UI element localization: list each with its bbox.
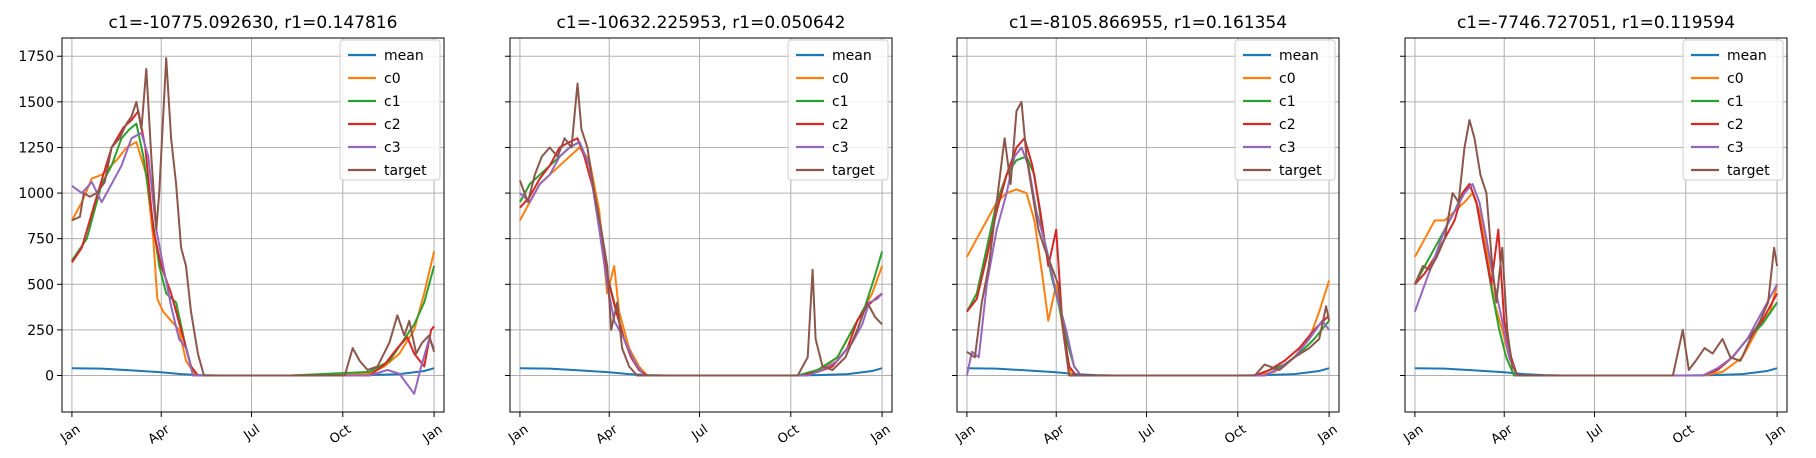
x-tick-label: Jan	[420, 422, 446, 446]
legend-label-target: target	[1727, 163, 1770, 179]
legend-label-c1: c1	[384, 94, 401, 110]
x-tick-label: Jan	[1315, 422, 1341, 446]
series-line-c1	[1414, 183, 1778, 377]
legend-label-c2: c2	[832, 117, 849, 133]
y-tick-label: 1000	[18, 186, 54, 202]
subplot-title: c1=-7746.727051, r1=0.119594	[1457, 13, 1735, 33]
y-tick-label: 1750	[18, 49, 54, 65]
subplot-1: c1=-10775.092630, r1=0.147816 Jan Apr Jul Oc…	[18, 13, 445, 447]
x-tick-label: Jan	[952, 422, 978, 446]
axes-frame	[61, 37, 445, 413]
legend-label-mean: mean	[1727, 48, 1767, 64]
legend: mean c0 c1 c2 c3 target	[787, 39, 889, 181]
legend-label-c0: c0	[832, 71, 849, 87]
subplot-title: c1=-10775.092630, r1=0.147816	[109, 13, 398, 33]
series-line-c0	[519, 146, 884, 377]
y-tick-label: 1250	[18, 140, 54, 156]
y-tick-label: 250	[27, 323, 54, 339]
y-tick-label: 1500	[18, 95, 54, 111]
series-line-c0	[966, 188, 1331, 377]
x-tick-label: Apr	[1041, 422, 1069, 448]
x-tick-label: Jul	[689, 422, 711, 444]
series-line-target	[1413, 119, 1779, 377]
x-tick-label: Jul	[1584, 422, 1606, 444]
legend: mean c0 c1 c2 c3 target	[1234, 39, 1336, 181]
x-tick-label: Apr	[1489, 422, 1517, 448]
axes-frame	[1404, 37, 1788, 413]
x-tick-label: Jan	[1400, 422, 1426, 446]
legend-label-c0: c0	[1279, 71, 1296, 87]
plot-lines	[518, 82, 884, 377]
legend: mean c0 c1 c2 c3 target	[1682, 39, 1784, 181]
legend-label-c3: c3	[384, 140, 401, 156]
x-tick-label: Jan	[868, 422, 894, 446]
y-tick-label: 750	[27, 232, 54, 248]
legend-label-c2: c2	[1279, 117, 1296, 133]
legend-label-c2: c2	[384, 117, 401, 133]
legend-label-target: target	[384, 163, 427, 179]
plot-lines	[965, 100, 1331, 377]
legend-label-c0: c0	[1727, 71, 1744, 87]
legend-box	[1234, 39, 1336, 181]
series-line-c3	[1413, 183, 1778, 377]
legend-label-target: target	[1279, 163, 1322, 179]
legend-box	[787, 39, 889, 181]
legend-label-c2: c2	[1727, 117, 1744, 133]
series-line-c3	[71, 131, 435, 395]
x-tick-label: Oct	[327, 422, 354, 447]
legend-label-c3: c3	[1727, 140, 1744, 156]
legend: mean c0 c1 c2 c3 target	[339, 39, 441, 181]
legend-label-mean: mean	[1279, 48, 1319, 64]
series-line-target	[966, 100, 1331, 377]
legend-label-c3: c3	[832, 140, 849, 156]
legend-label-c3: c3	[1279, 140, 1296, 156]
legend-box	[1682, 39, 1784, 181]
series-line-c1	[966, 155, 1330, 377]
legend-label-mean: mean	[384, 48, 424, 64]
legend-label-c0: c0	[384, 71, 401, 87]
legend-label-c1: c1	[1727, 94, 1744, 110]
series-line-c0	[71, 141, 436, 377]
subplot-2: c1=-10632.225953, r1=0.050642 Jan Apr Jul Oc…	[505, 13, 893, 447]
x-tick-label: Jan	[57, 422, 83, 446]
y-tick-label: 0	[45, 369, 54, 385]
x-tick-label: Jul	[1136, 422, 1158, 444]
series-line-c2	[966, 137, 1330, 377]
series-line-c2	[71, 110, 435, 377]
legend-label-c1: c1	[832, 94, 849, 110]
y-tick-label: 500	[27, 277, 54, 293]
series-line-c2	[1414, 183, 1778, 377]
series-line-target	[518, 82, 883, 377]
x-tick-label: Oct	[1670, 422, 1697, 447]
subplot-3: c1=-8105.866955, r1=0.161354 Jan Apr Jul Oct…	[952, 13, 1340, 447]
series-line-c3	[965, 146, 1330, 377]
legend-label-target: target	[832, 163, 875, 179]
plot-lines	[71, 57, 436, 395]
series-line-target	[71, 57, 436, 377]
x-tick-label: Oct	[775, 422, 802, 447]
axes-frame	[956, 37, 1340, 413]
legend-label-c1: c1	[1279, 94, 1296, 110]
legend-label-mean: mean	[832, 48, 872, 64]
x-tick-label: Apr	[594, 422, 622, 448]
subplot-title: c1=-10632.225953, r1=0.050642	[557, 13, 846, 33]
axes-frame	[509, 37, 893, 413]
x-tick-label: Jul	[241, 422, 263, 444]
x-tick-label: Jan	[505, 422, 531, 446]
plot-lines	[1413, 119, 1779, 377]
x-tick-label: Jan	[1763, 422, 1789, 446]
subplot-4: c1=-7746.727051, r1=0.119594 Jan Apr Jul Oct…	[1400, 13, 1788, 447]
x-tick-label: Oct	[1222, 422, 1249, 447]
legend-box	[339, 39, 441, 181]
subplot-title: c1=-8105.866955, r1=0.161354	[1009, 13, 1287, 33]
x-tick-label: Apr	[146, 422, 174, 448]
